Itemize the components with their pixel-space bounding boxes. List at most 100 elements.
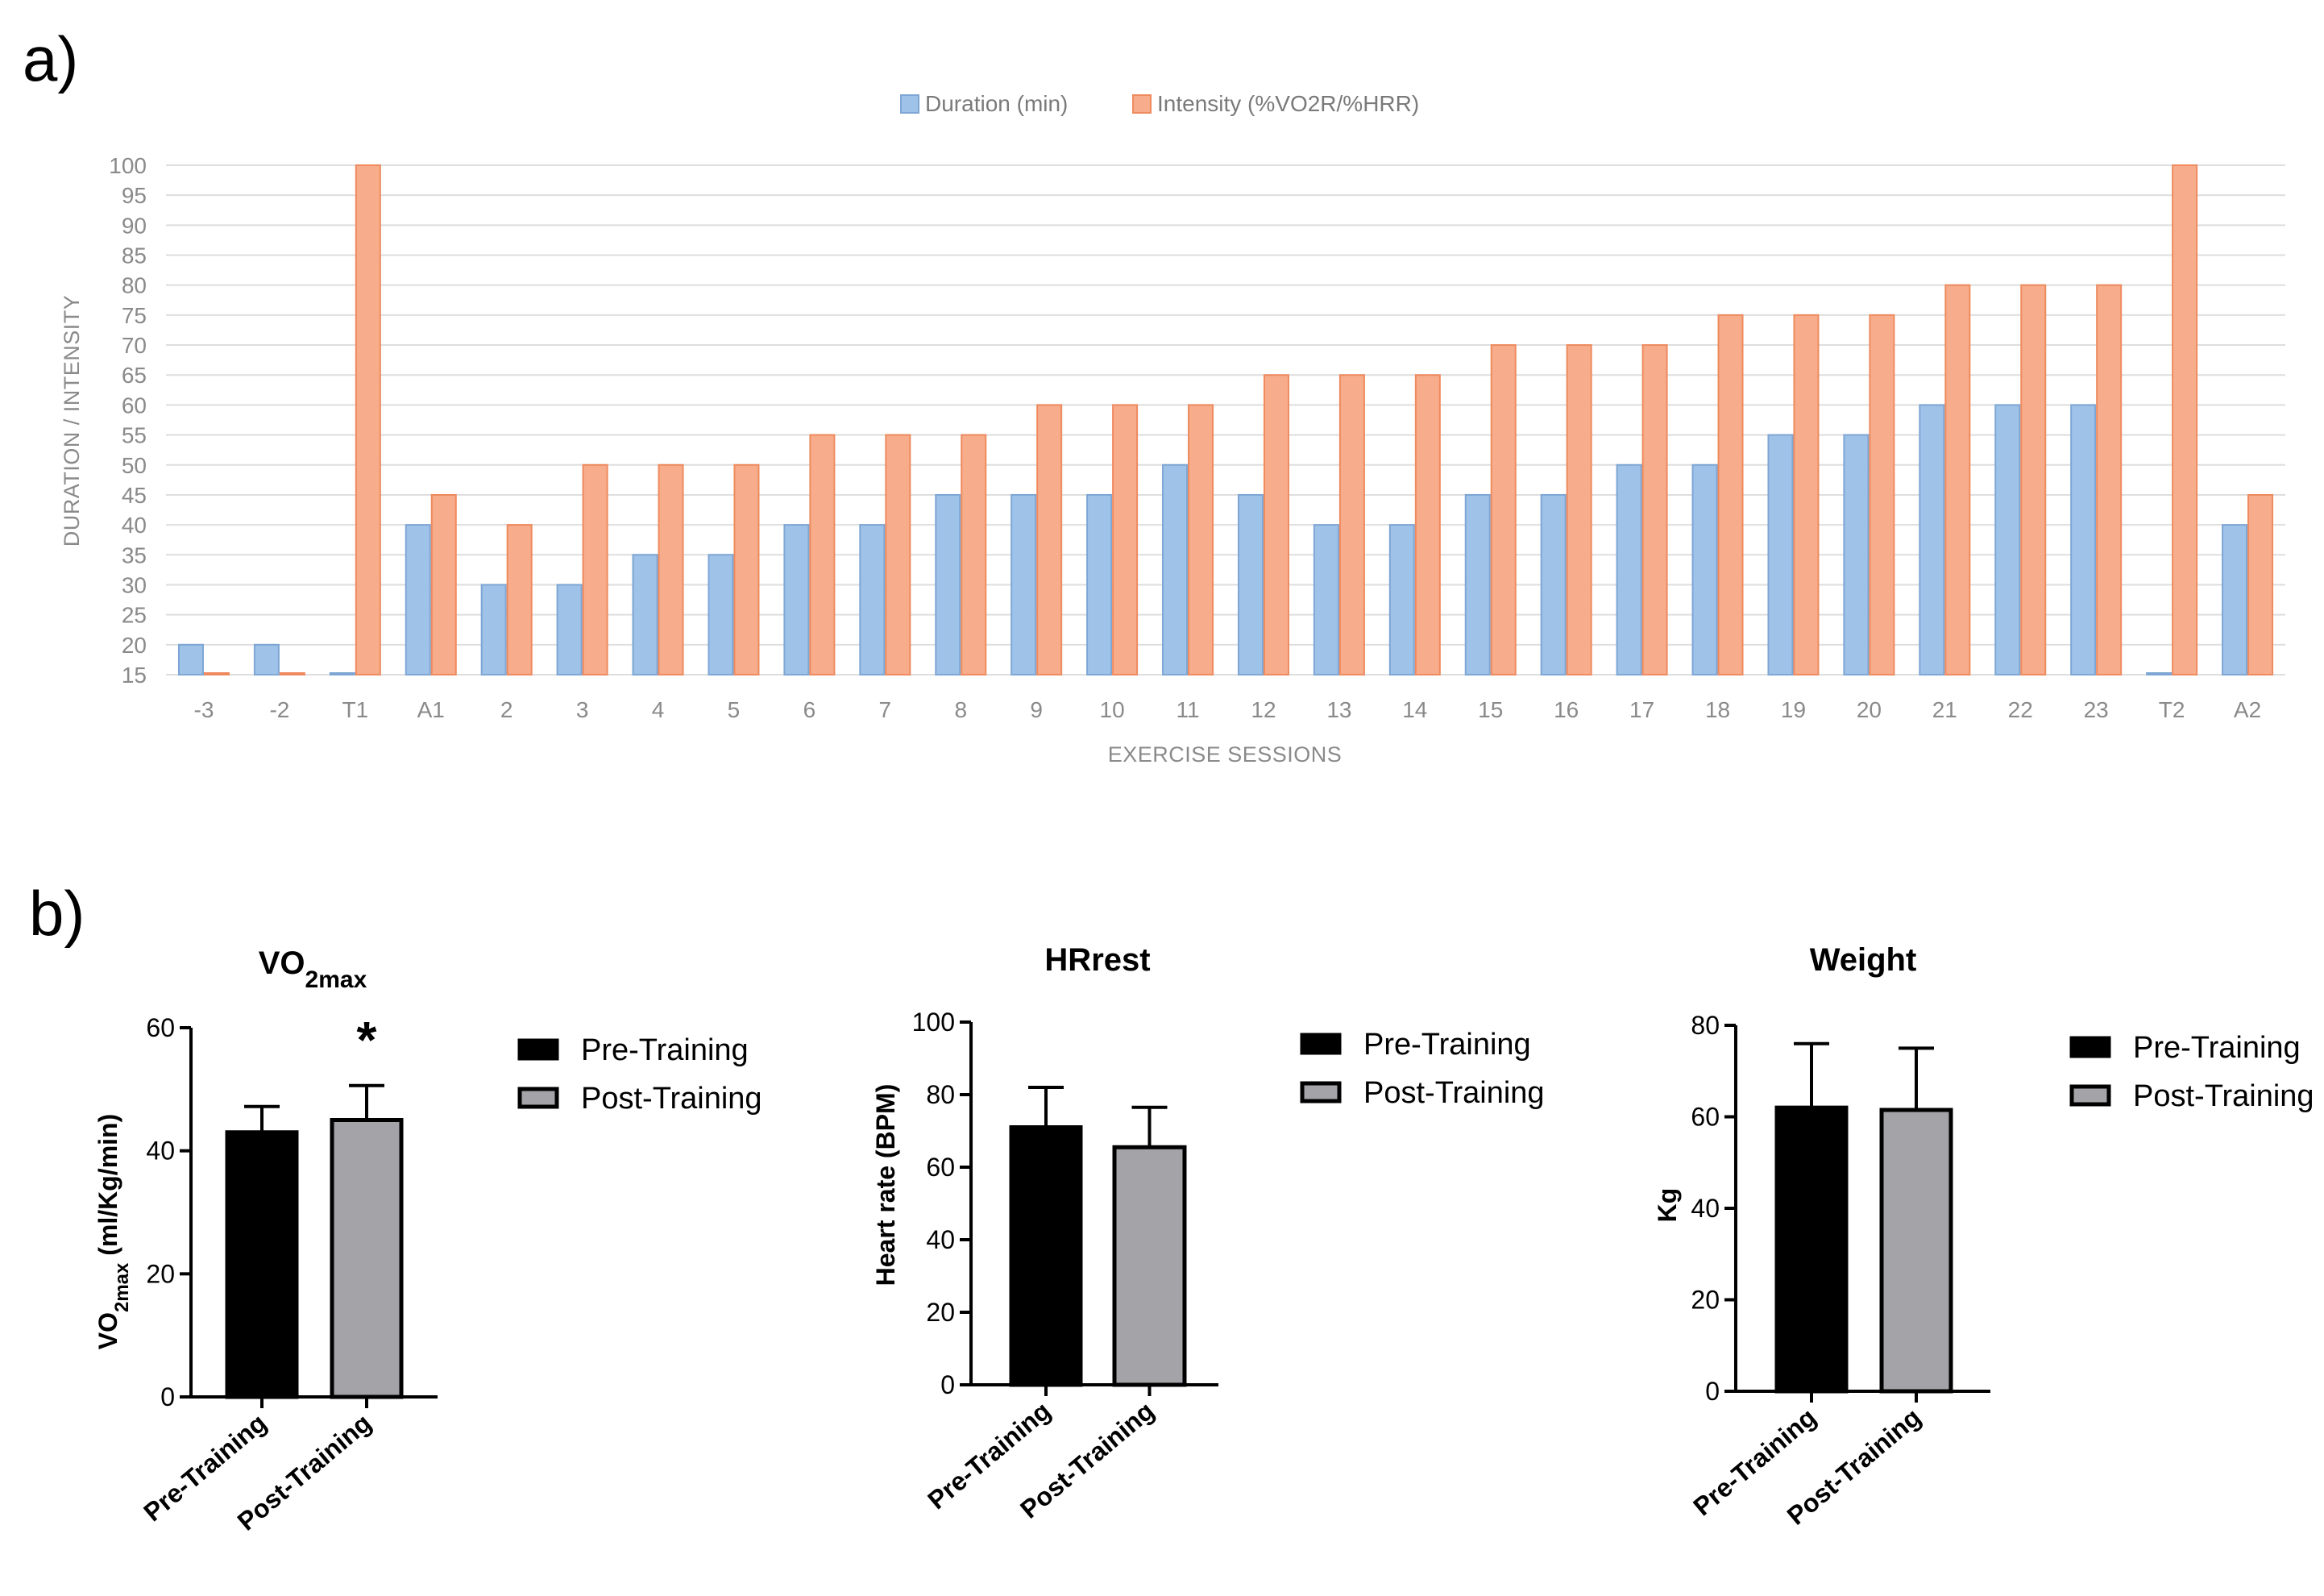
duration-bar [1843,434,1870,676]
duration-bar [1313,524,1339,676]
duration-bar [177,643,204,676]
y-tick-label: 20 [926,1298,955,1327]
a-x-tick-label: 17 [1629,697,1654,722]
intensity-bar [733,463,760,675]
y-tick-label: 40 [146,1137,175,1166]
a-x-tick-label: 10 [1100,697,1125,722]
intensity-bar [2020,284,2047,675]
a-x-tick-label: 3 [576,697,589,722]
a-x-tick-label: 16 [1554,697,1579,722]
a-y-tick-label: 70 [122,333,147,358]
duration-bar [1464,493,1491,675]
chart-title-vo2max: VO2max [259,946,367,993]
legend-swatch-duration [900,94,919,114]
intensity-bar [430,493,457,675]
legend-label: Pre-Training [1363,1028,1531,1062]
duration-bar [556,584,583,675]
a-y-tick-label: 45 [122,483,147,508]
y-axis-title-weight: Kg [1653,1188,1682,1223]
chart-hrrest: HRrest Heart rate (BPM) Pre-Training Post… [871,942,1545,1524]
a-y-tick-label: 55 [122,423,147,448]
a-x-tick-label: 23 [2084,697,2109,722]
intensity-bar [961,434,987,676]
duration-bar [1767,434,1794,676]
y-tick-label: 60 [926,1153,955,1182]
post-training-bar [330,1118,404,1399]
a-x-tick-label: 18 [1705,697,1730,722]
duration-bar [1162,463,1189,675]
a-y-tick-label: 95 [122,183,147,208]
a-x-tick-label: -2 [269,697,289,722]
intensity-bar [1036,404,1063,675]
duration-bar [329,672,355,675]
a-y-tick-label: 25 [122,603,147,628]
duration-bar [708,554,734,676]
intensity-bar [1490,344,1517,675]
y-tick-label: 40 [1691,1194,1720,1223]
intensity-bar [2247,493,2274,675]
y-tick-label: 0 [160,1382,175,1411]
intensity-bar [1112,404,1139,675]
duration-bar [1388,524,1415,676]
chart-title-hrrest: HRrest [1044,942,1150,978]
significance-marker: * [357,1011,377,1069]
duration-bar [783,524,810,676]
pre-training-bar [1009,1125,1083,1387]
intensity-bar [1641,344,1668,675]
y-tick-label: 20 [1691,1286,1720,1315]
duration-bar [480,584,507,675]
a-y-tick-label: 85 [122,243,147,268]
y-tick-label: 60 [146,1013,175,1042]
post-training-bar [1112,1145,1187,1387]
y-tick-label: 80 [1691,1011,1720,1040]
legend-label: Post-Training [581,1082,762,1116]
a-x-tick-label: 4 [652,697,665,722]
intensity-bar [1188,404,1214,675]
a-y-tick-label: 90 [122,213,147,238]
duration-bar [2222,524,2248,676]
plot-weight: Pre-TrainingPost-Training020406080Pre-Tr… [1687,1011,2314,1531]
y-tick-label: 80 [926,1080,955,1109]
duration-bar [2146,672,2173,675]
a-x-tick-label: 2 [500,697,513,722]
y-tick-label: 60 [1691,1103,1720,1132]
intensity-bar [1944,284,1971,675]
a-y-tick-label: 30 [122,572,147,597]
intensity-bar [1717,314,1744,675]
duration-bar [253,643,280,676]
legend-swatch [2069,1036,2111,1058]
a-y-tick-label: 20 [122,633,147,658]
a-x-tick-label: 15 [1478,697,1503,722]
a-bars [177,164,2274,676]
a-x-tick-label: 21 [1932,697,1957,722]
a-x-tick-label: 22 [2008,697,2033,722]
intensity-bar [1793,314,1820,675]
intensity-bar [2096,284,2123,675]
legend-swatch [1300,1033,1342,1055]
y-tick-label: 20 [146,1259,175,1288]
y-tick-label: 40 [926,1225,955,1254]
duration-bar [632,554,658,676]
duration-bar [1691,463,1718,675]
a-x-tick-label: 11 [1176,697,1199,722]
a-legend: Duration (min) Intensity (%VO2R/%HRR) [900,91,1419,116]
duration-bar [1237,493,1264,675]
duration-bar [1919,404,1945,675]
a-y-tick-label: 80 [122,273,147,298]
duration-bar [405,524,431,676]
a-x-tick-label: T2 [2159,697,2185,722]
intensity-bar [809,434,836,676]
intensity-bar [582,463,608,675]
plot-hrrest: Pre-TrainingPost-Training020406080100Pre… [912,1008,1545,1524]
a-x-tick-label: 6 [803,697,816,722]
a-y-tick-label: 65 [122,363,147,388]
a-y-tick-label: 50 [122,453,147,478]
a-y-tick-label: 40 [122,513,147,538]
a-x-tick-label: A2 [2234,697,2261,722]
a-y-tick-label: 15 [122,663,147,688]
duration-bar [1994,404,2021,675]
chart-vo2max: VO2max VO2max (ml/Kg/min) Pre-Training Po… [93,946,762,1536]
legend-label-intensity: Intensity (%VO2R/%HRR) [1157,91,1419,116]
